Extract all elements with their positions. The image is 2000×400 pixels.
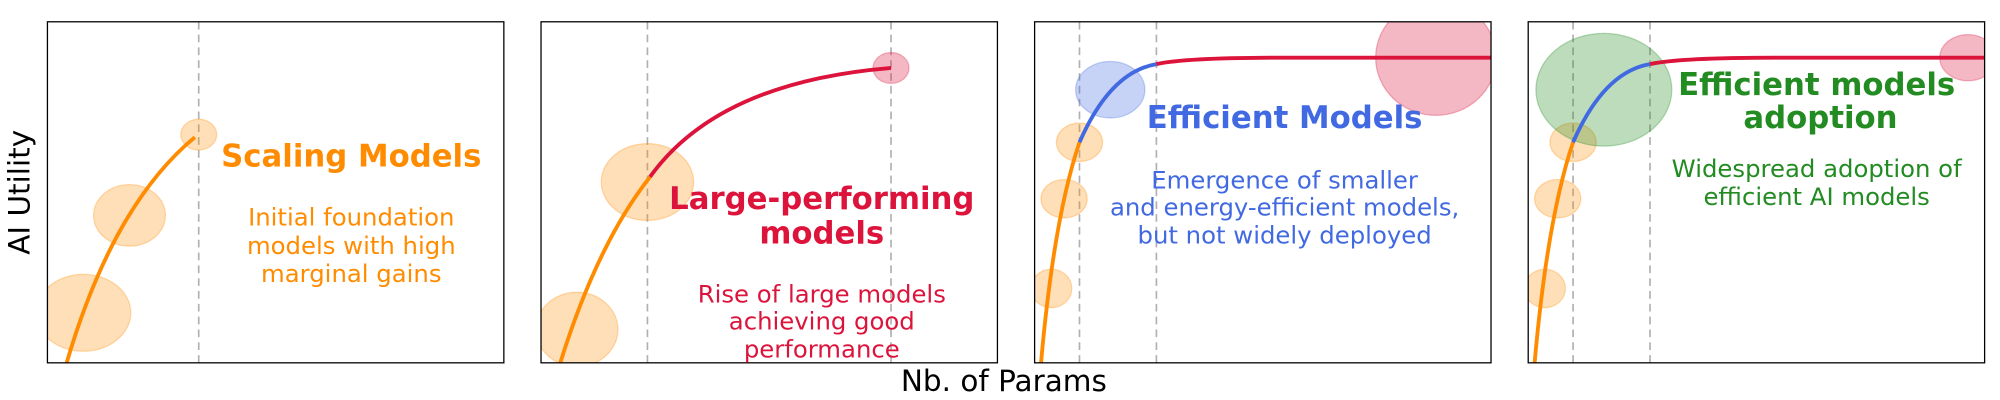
panel-description: models with high [247,231,456,260]
panel-description: but not widely deployed [1138,221,1432,250]
panel-frame [46,21,505,364]
panel-description: Widespread adoption of [1672,154,1963,183]
panel-description: Rise of large models [698,280,946,309]
panel-description: Initial foundation [248,203,454,232]
panel-description: efficient AI models [1703,182,1929,211]
panel-title: Efficient models [1678,67,1955,103]
panel-title: adoption [1743,100,1897,136]
panel-1-plot [47,21,218,363]
panel-3-plot [1034,21,1492,363]
panel-title: models [759,216,884,252]
panel-description: performance [744,335,900,364]
panel-frame [1033,21,1492,364]
panel-description: Emergence of smaller [1151,165,1419,194]
panel-frame [1527,21,1986,364]
panel-title: Large-performing [669,181,974,217]
y-axis-label: AI Utility [2,130,36,255]
panel-title: Scaling Models [221,139,481,175]
panel-title: Efficient Models [1147,100,1423,136]
panel-description: and energy-efficient models, [1110,192,1459,221]
panel-2-plot [541,21,910,363]
panel-description: marginal gains [261,259,442,288]
panel-frame [540,21,999,364]
panel-4-plot [1528,21,1985,363]
panel-description: achieving good [729,306,915,335]
x-axis-label: Nb. of Params [901,364,1107,398]
